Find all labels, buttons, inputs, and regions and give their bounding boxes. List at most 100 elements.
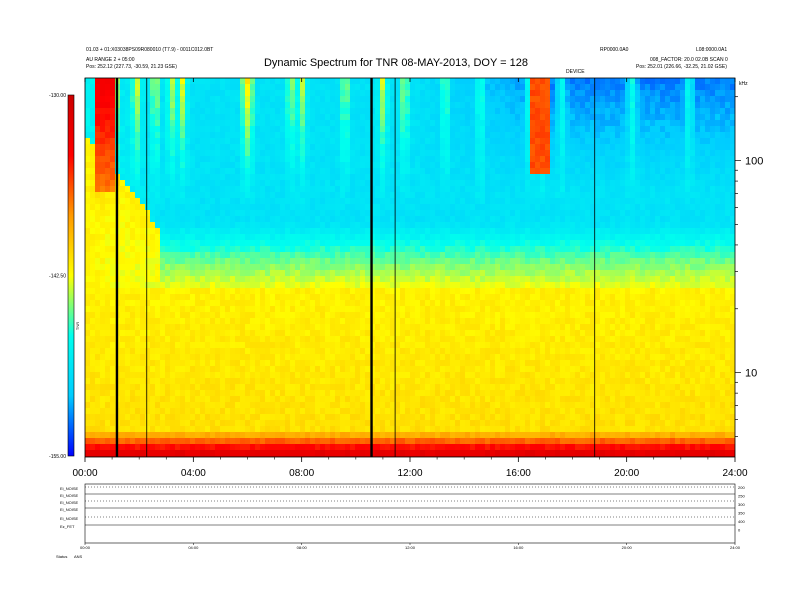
spectrum-cell [725,108,731,115]
spectrum-cell [705,120,711,127]
spectrum-cell [705,180,711,187]
spectrum-cell [580,192,586,199]
spectrum-cell [625,108,631,115]
spectrum-cell [180,276,186,283]
spectrum-cell [245,102,251,109]
spectrum-cell [100,306,106,313]
spectrum-cell [665,222,671,229]
spectrum-cell [380,204,386,211]
spectrum-cell [475,234,481,241]
spectrum-cell [385,156,391,163]
spectrum-cell [700,132,706,139]
spectrum-cell [485,276,491,283]
spectrum-cell [285,216,291,223]
spectrum-cell [485,228,491,235]
spectrum-cell [205,270,211,277]
spectrum-cell [195,222,201,229]
spectrum-cell [685,264,691,271]
spectrum-cell [185,138,191,145]
spectrum-cell [595,204,601,211]
spectrum-cell [700,168,706,175]
spectrum-cell [200,222,206,229]
spectrum-cell [590,180,596,187]
spectrum-cell [510,126,516,133]
spectrum-cell [190,168,196,175]
spectrum-cell [685,120,691,127]
spectrum-cell [175,210,181,217]
spectrum-cell [180,300,186,307]
spectrum-cell [395,168,401,175]
spectrum-cell [135,162,141,169]
spectrum-cell [275,96,281,103]
spectrum-cell [355,288,361,295]
spectrum-cell [150,300,156,307]
spectrum-cell [700,276,706,283]
spectrum-cell [110,192,116,199]
spectrum-cell [250,126,256,133]
spectrum-cell [360,84,366,91]
spectrum-cell [665,174,671,181]
spectrum-cell [520,150,526,157]
spectrum-cell [225,126,231,133]
spectrum-cell [410,174,416,181]
spectrum-cell [255,240,261,247]
spectrum-cell [95,216,101,223]
spectrum-cell [415,294,421,301]
spectrum-cell [165,78,171,85]
spectrum-cell [600,240,606,247]
spectrum-cell [595,102,601,109]
spectrum-cell [295,114,301,121]
spectrum-cell [525,192,531,199]
spectrum-cell [215,126,221,133]
spectrum-cell [235,192,241,199]
spectrum-cell [315,84,321,91]
spectrum-cell [230,192,236,199]
spectrum-cell [550,246,556,253]
spectrum-cell [345,162,351,169]
spectrum-cell [405,180,411,187]
spectrum-cell [285,228,291,235]
spectrum-cell [165,252,171,259]
spectrum-cell [445,156,451,163]
spectrum-cell [495,84,501,91]
spectrum-cell [340,234,346,241]
spectrum-cell [695,186,701,193]
spectrum-cell [560,300,566,307]
spectrum-cell [405,270,411,277]
spectrum-cell [725,120,731,127]
spectrum-cell [185,84,191,91]
spectrum-cell [690,228,696,235]
spectrum-cell [140,156,146,163]
spectrum-cell [290,216,296,223]
spectrum-cell [225,276,231,283]
spectrum-cell [470,144,476,151]
spectrum-cell [110,228,116,235]
spectrum-cell [535,78,541,85]
spectrum-cell [90,96,96,103]
spectrum-cell [695,216,701,223]
spectrum-cell [645,90,651,97]
spectrum-cell [640,120,646,127]
spectrum-cell [695,246,701,253]
spectrum-cell [470,156,476,163]
spectrum-cell [495,246,501,253]
spectrum-cell [295,228,301,235]
spectrum-cell [710,246,716,253]
spectrum-cell [90,192,96,199]
spectrum-cell [345,168,351,175]
spectrum-cell [570,156,576,163]
spectrum-cell [245,264,251,271]
spectrum-cell [365,96,371,103]
spectrum-cell [695,132,701,139]
spectrum-cell [125,186,131,193]
spectrum-cell [175,84,181,91]
spectrum-cell [480,114,486,121]
spectrum-cell [485,168,491,175]
spectrum-cell [680,288,686,295]
spectrum-cell [400,102,406,109]
spectrum-cell [540,132,546,139]
spectrum-cell [195,108,201,115]
spectrum-cell [520,240,526,247]
spectrum-cell [530,90,536,97]
spectrum-cell [225,162,231,169]
